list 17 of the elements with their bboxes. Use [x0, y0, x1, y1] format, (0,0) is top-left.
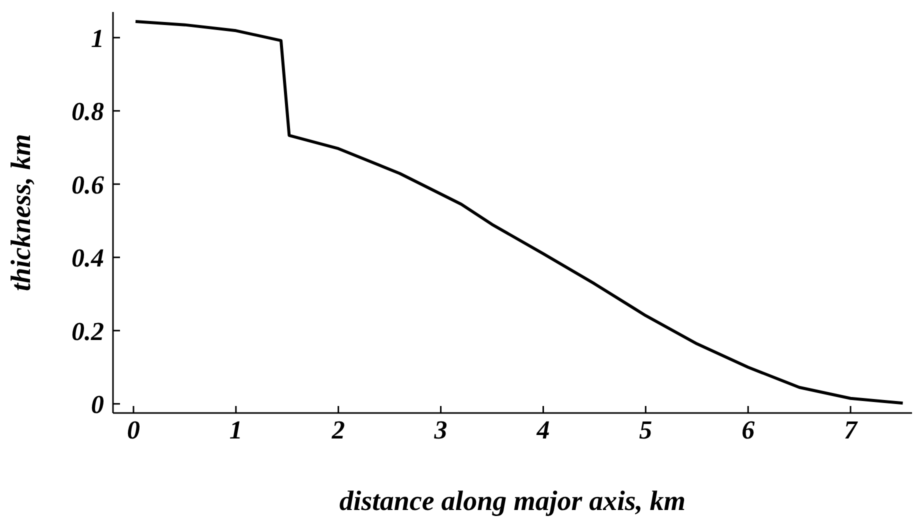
x-tick-label: 0	[126, 415, 140, 444]
x-tick-label: 3	[433, 415, 448, 444]
y-tick-label: 0.6	[72, 170, 104, 200]
x-tick-label: 7	[844, 415, 858, 444]
y-tick-label: 0.4	[72, 244, 104, 273]
x-tick-label: 5	[639, 415, 652, 444]
x-axis-title: distance along major axis, km	[339, 486, 686, 517]
y-tick-label: 1	[91, 24, 104, 53]
line-series	[134, 20, 904, 405]
x-tick-label: 1	[229, 415, 242, 444]
x-tick-label: 6	[742, 415, 755, 444]
y-tick-label: 0.8	[72, 97, 104, 126]
y-tick-label: 0.2	[72, 316, 104, 346]
y-tick-label: 0	[91, 390, 104, 420]
x-tick-label: 4	[536, 415, 550, 444]
x-tick-label: 2	[330, 415, 345, 444]
y-axis-title: thickness, km	[6, 134, 37, 292]
